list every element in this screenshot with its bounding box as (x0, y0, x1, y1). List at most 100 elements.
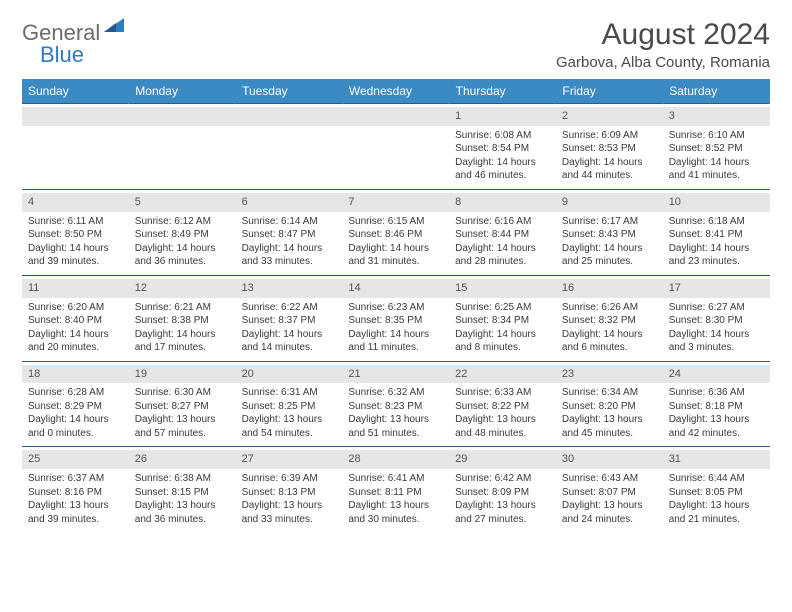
day-number-bar: 24 (663, 365, 770, 384)
calendar-week-row: 1Sunrise: 6:08 AMSunset: 8:54 PMDaylight… (22, 104, 770, 190)
calendar-day-cell: 13Sunrise: 6:22 AMSunset: 8:37 PMDayligh… (236, 275, 343, 361)
day-sunset: Sunset: 8:47 PM (242, 228, 337, 242)
month-title: August 2024 (556, 18, 770, 52)
day-sunset: Sunset: 8:20 PM (562, 400, 657, 414)
calendar-day-cell: 28Sunrise: 6:41 AMSunset: 8:11 PMDayligh… (342, 447, 449, 532)
day-number-bar: 8 (449, 193, 556, 212)
day-number-bar: 30 (556, 450, 663, 469)
day-sunset: Sunset: 8:52 PM (669, 142, 764, 156)
day-number-bar: 29 (449, 450, 556, 469)
weekday-header: Sunday (22, 79, 129, 104)
logo-blue-wrapper: Blue (40, 42, 84, 68)
day-sunset: Sunset: 8:44 PM (455, 228, 550, 242)
day-number-bar (236, 107, 343, 126)
logo-triangle-icon (104, 18, 124, 37)
calendar-day-cell: 17Sunrise: 6:27 AMSunset: 8:30 PMDayligh… (663, 275, 770, 361)
day-number-bar: 21 (342, 365, 449, 384)
day-sunrise: Sunrise: 6:34 AM (562, 386, 657, 400)
calendar-day-cell (129, 104, 236, 190)
day-sunrise: Sunrise: 6:27 AM (669, 301, 764, 315)
day-sunset: Sunset: 8:22 PM (455, 400, 550, 414)
calendar-day-cell: 2Sunrise: 6:09 AMSunset: 8:53 PMDaylight… (556, 104, 663, 190)
calendar-page: General August 2024 Garbova, Alba County… (0, 0, 792, 550)
day-sunrise: Sunrise: 6:31 AM (242, 386, 337, 400)
day-sunrise: Sunrise: 6:38 AM (135, 472, 230, 486)
day-sunset: Sunset: 8:09 PM (455, 486, 550, 500)
day-daylight: Daylight: 13 hours and 45 minutes. (562, 413, 657, 440)
calendar-table: SundayMondayTuesdayWednesdayThursdayFrid… (22, 79, 770, 532)
calendar-day-cell: 4Sunrise: 6:11 AMSunset: 8:50 PMDaylight… (22, 189, 129, 275)
day-daylight: Daylight: 14 hours and 23 minutes. (669, 242, 764, 269)
day-sunset: Sunset: 8:07 PM (562, 486, 657, 500)
day-number-bar: 3 (663, 107, 770, 126)
day-daylight: Daylight: 13 hours and 36 minutes. (135, 499, 230, 526)
day-number-bar: 2 (556, 107, 663, 126)
day-sunset: Sunset: 8:05 PM (669, 486, 764, 500)
day-sunset: Sunset: 8:30 PM (669, 314, 764, 328)
day-number-bar: 27 (236, 450, 343, 469)
day-sunset: Sunset: 8:35 PM (348, 314, 443, 328)
day-daylight: Daylight: 14 hours and 46 minutes. (455, 156, 550, 183)
day-sunset: Sunset: 8:18 PM (669, 400, 764, 414)
day-number-bar: 26 (129, 450, 236, 469)
day-daylight: Daylight: 14 hours and 8 minutes. (455, 328, 550, 355)
day-sunrise: Sunrise: 6:14 AM (242, 215, 337, 229)
day-daylight: Daylight: 14 hours and 11 minutes. (348, 328, 443, 355)
day-daylight: Daylight: 14 hours and 0 minutes. (28, 413, 123, 440)
day-number-bar: 6 (236, 193, 343, 212)
calendar-day-cell: 25Sunrise: 6:37 AMSunset: 8:16 PMDayligh… (22, 447, 129, 532)
day-number-bar (129, 107, 236, 126)
calendar-day-cell: 30Sunrise: 6:43 AMSunset: 8:07 PMDayligh… (556, 447, 663, 532)
day-sunrise: Sunrise: 6:20 AM (28, 301, 123, 315)
day-sunset: Sunset: 8:41 PM (669, 228, 764, 242)
day-sunset: Sunset: 8:40 PM (28, 314, 123, 328)
day-sunset: Sunset: 8:34 PM (455, 314, 550, 328)
day-daylight: Daylight: 14 hours and 33 minutes. (242, 242, 337, 269)
day-daylight: Daylight: 14 hours and 20 minutes. (28, 328, 123, 355)
calendar-day-cell: 19Sunrise: 6:30 AMSunset: 8:27 PMDayligh… (129, 361, 236, 447)
day-number-bar: 16 (556, 279, 663, 298)
day-daylight: Daylight: 14 hours and 44 minutes. (562, 156, 657, 183)
day-daylight: Daylight: 14 hours and 36 minutes. (135, 242, 230, 269)
calendar-day-cell: 24Sunrise: 6:36 AMSunset: 8:18 PMDayligh… (663, 361, 770, 447)
day-sunrise: Sunrise: 6:10 AM (669, 129, 764, 143)
day-sunrise: Sunrise: 6:41 AM (348, 472, 443, 486)
day-sunrise: Sunrise: 6:12 AM (135, 215, 230, 229)
day-sunset: Sunset: 8:25 PM (242, 400, 337, 414)
calendar-week-row: 11Sunrise: 6:20 AMSunset: 8:40 PMDayligh… (22, 275, 770, 361)
calendar-day-cell (22, 104, 129, 190)
day-number-bar: 5 (129, 193, 236, 212)
day-sunrise: Sunrise: 6:16 AM (455, 215, 550, 229)
calendar-day-cell: 1 Sunrise: 6:08 AMSunset: 8:54 PMDaylight… (449, 104, 556, 190)
calendar-day-cell: 31Sunrise: 6:44 AMSunset: 8:05 PMDayligh… (663, 447, 770, 532)
day-sunrise: Sunrise: 6:15 AM (348, 215, 443, 229)
calendar-day-cell: 26Sunrise: 6:38 AMSunset: 8:15 PMDayligh… (129, 447, 236, 532)
weekday-header: Saturday (663, 79, 770, 104)
title-block: August 2024 Garbova, Alba County, Romani… (556, 18, 770, 71)
calendar-day-cell (236, 104, 343, 190)
day-number-bar: 28 (342, 450, 449, 469)
day-sunset: Sunset: 8:50 PM (28, 228, 123, 242)
calendar-body: 1Sunrise: 6:08 AMSunset: 8:54 PMDaylight… (22, 104, 770, 533)
day-sunrise: Sunrise: 6:44 AM (669, 472, 764, 486)
location: Garbova, Alba County, Romania (556, 54, 770, 71)
day-number-bar: 19 (129, 365, 236, 384)
calendar-week-row: 4Sunrise: 6:11 AMSunset: 8:50 PMDaylight… (22, 189, 770, 275)
day-sunset: Sunset: 8:29 PM (28, 400, 123, 414)
day-sunrise: Sunrise: 6:36 AM (669, 386, 764, 400)
day-number-bar: 10 (663, 193, 770, 212)
day-sunrise: Sunrise: 6:08 AM (455, 129, 550, 143)
calendar-day-cell: 15Sunrise: 6:25 AMSunset: 8:34 PMDayligh… (449, 275, 556, 361)
day-daylight: Daylight: 13 hours and 21 minutes. (669, 499, 764, 526)
day-number-bar: 12 (129, 279, 236, 298)
day-daylight: Daylight: 14 hours and 6 minutes. (562, 328, 657, 355)
calendar-day-cell: 9Sunrise: 6:17 AMSunset: 8:43 PMDaylight… (556, 189, 663, 275)
day-sunset: Sunset: 8:27 PM (135, 400, 230, 414)
day-sunset: Sunset: 8:54 PM (455, 142, 550, 156)
day-sunrise: Sunrise: 6:39 AM (242, 472, 337, 486)
day-number-bar: 1 (449, 107, 556, 126)
day-number-bar: 17 (663, 279, 770, 298)
day-sunset: Sunset: 8:32 PM (562, 314, 657, 328)
calendar-day-cell: 10Sunrise: 6:18 AMSunset: 8:41 PMDayligh… (663, 189, 770, 275)
day-sunset: Sunset: 8:38 PM (135, 314, 230, 328)
